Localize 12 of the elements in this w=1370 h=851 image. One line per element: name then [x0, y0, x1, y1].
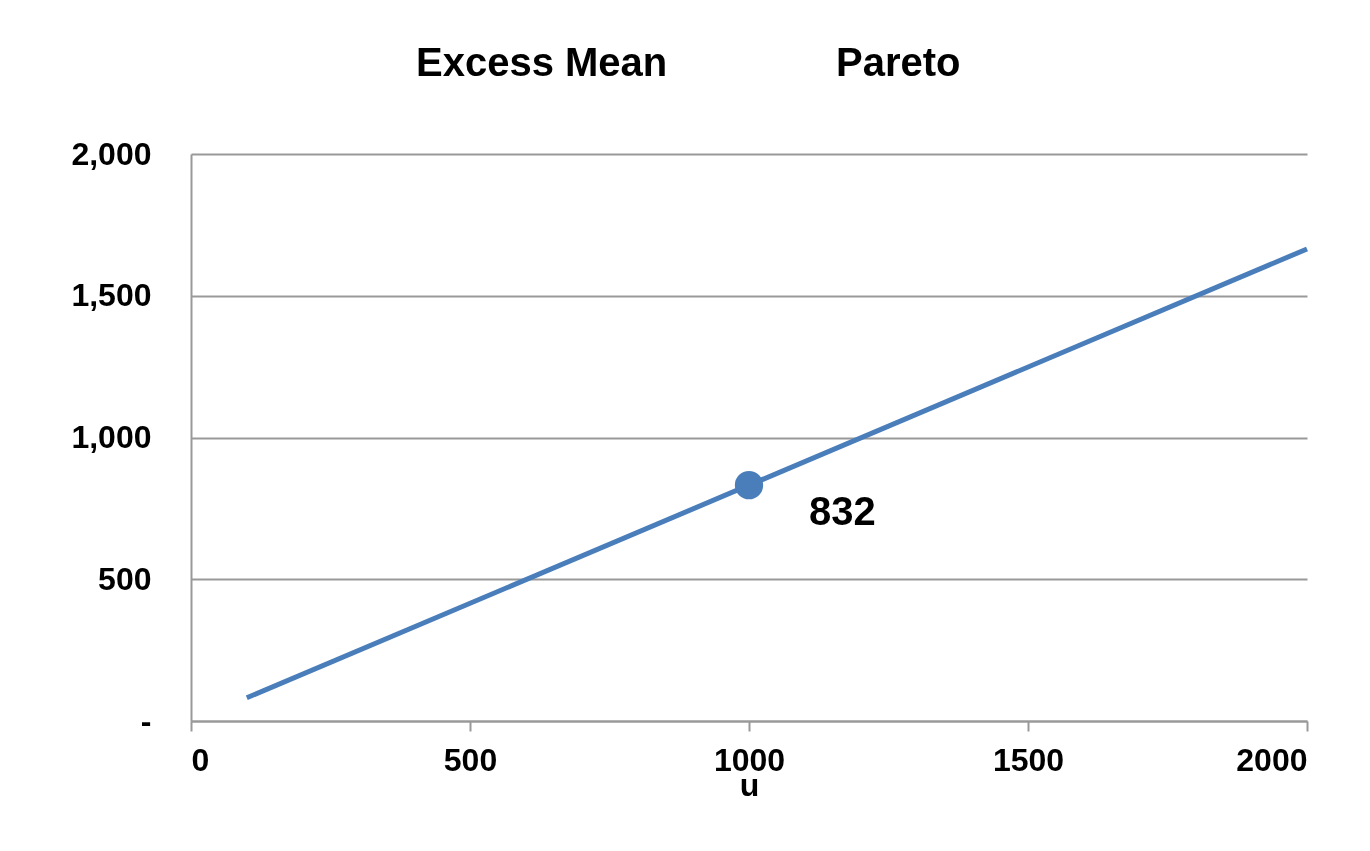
chart-title: Excess Mean	[416, 40, 668, 85]
y-tick-label: 500	[98, 560, 152, 597]
x-tick-label: 0	[191, 741, 210, 778]
y-tick-label: 1,500	[71, 277, 152, 314]
chart-subtitle: Pareto	[836, 40, 961, 85]
y-tick-label: 1,000	[71, 419, 152, 455]
x-tick-label: 1500	[992, 741, 1065, 778]
x-tick-label: 500	[443, 741, 498, 778]
y-tick-label: -	[140, 702, 152, 739]
data-label: 832	[809, 489, 876, 534]
y-tick-label: 2,000	[71, 135, 152, 172]
x-tick-label: 2000	[1236, 741, 1308, 778]
